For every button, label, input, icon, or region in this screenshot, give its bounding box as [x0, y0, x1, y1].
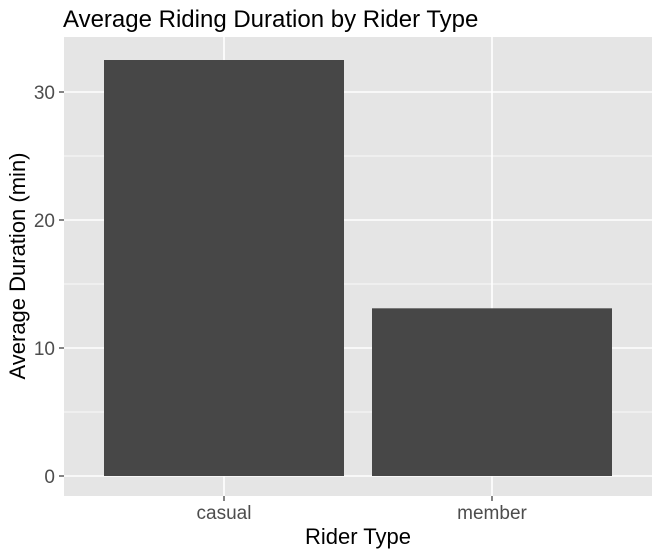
x-tick-label: casual [197, 503, 252, 524]
y-tick-label: 20 [34, 211, 55, 232]
y-axis: 0 10 20 30 [34, 83, 64, 488]
x-tick-label: member [457, 503, 527, 524]
chart-title: Average Riding Duration by Rider Type [63, 6, 478, 33]
bar-member [372, 308, 612, 476]
y-axis-title: Average Duration (min) [5, 152, 30, 379]
y-tick-label: 30 [34, 83, 55, 104]
x-axis-title: Rider Type [305, 524, 411, 549]
y-tick-label: 10 [34, 339, 55, 360]
bars [104, 60, 612, 476]
x-axis: casual member [197, 496, 528, 524]
y-tick-label: 0 [44, 467, 55, 488]
bar-casual [104, 60, 344, 476]
